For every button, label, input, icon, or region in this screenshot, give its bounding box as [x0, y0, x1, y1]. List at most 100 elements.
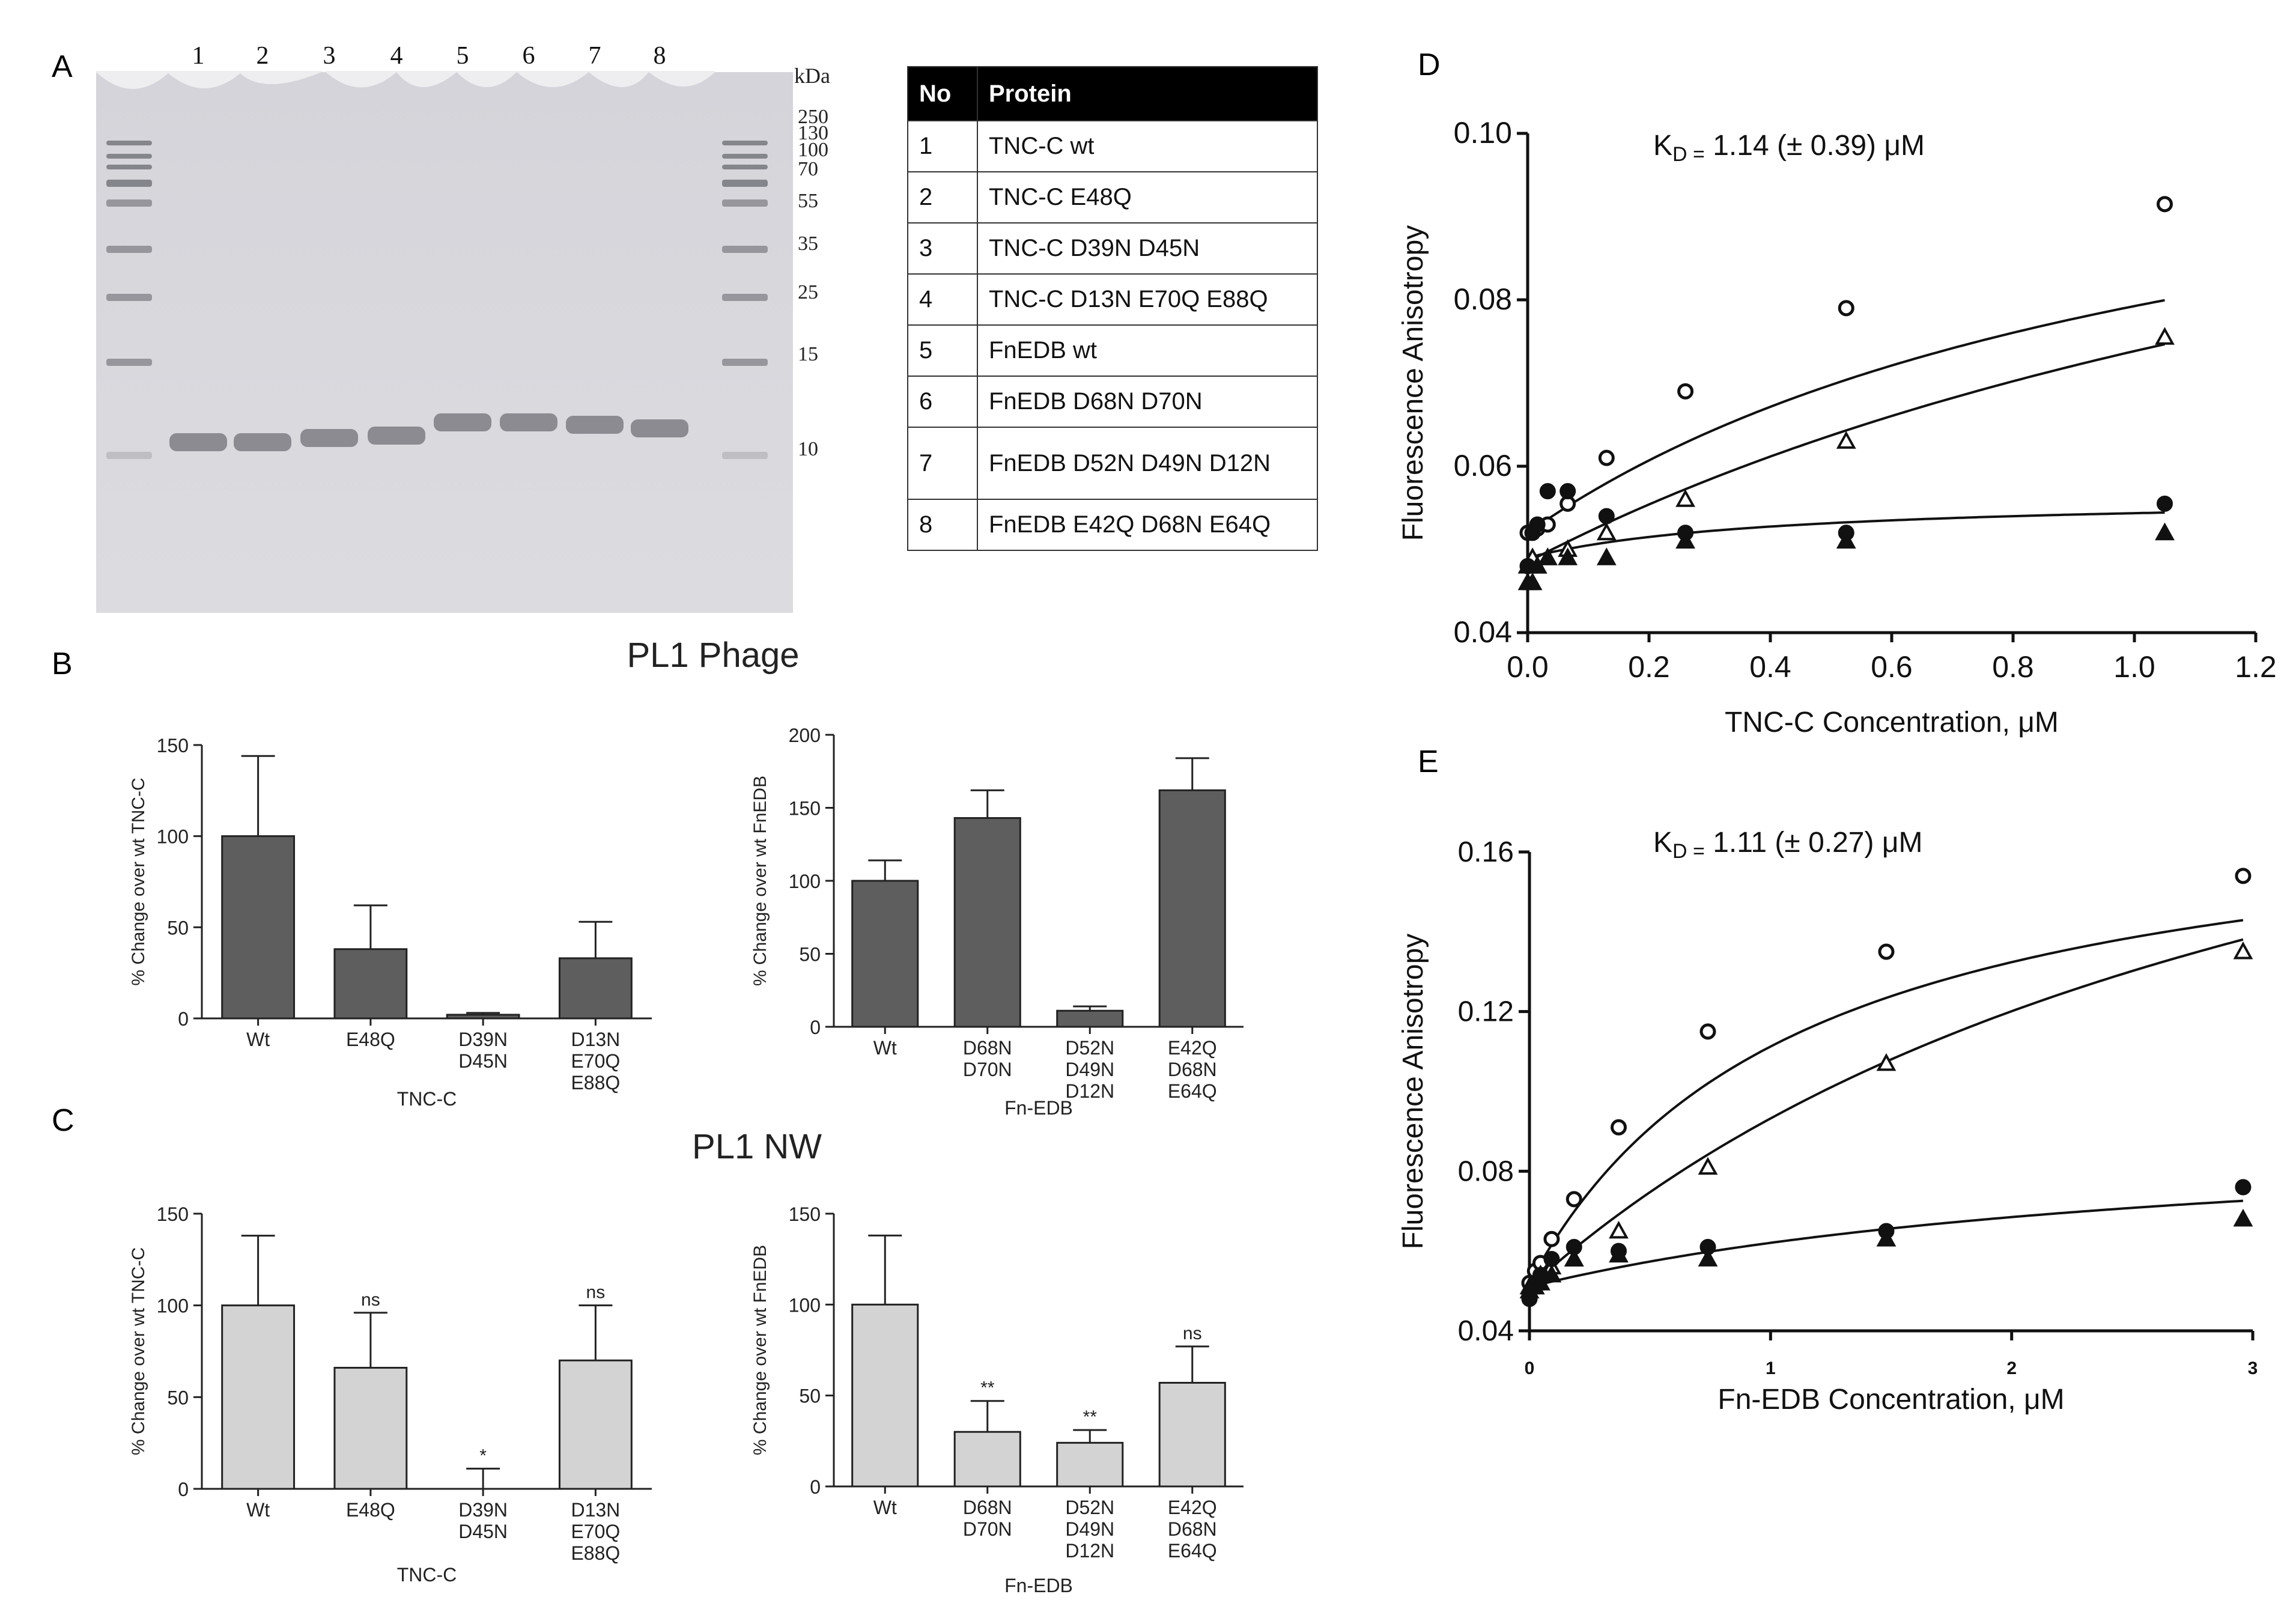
- category-label: Wt: [873, 1497, 897, 1518]
- data-point: [1699, 1023, 1716, 1040]
- row-no: 4: [907, 273, 978, 326]
- category-label: Wt: [246, 1499, 270, 1521]
- y-tick-label: 0.08: [1458, 1155, 1514, 1187]
- bar: [851, 880, 919, 1028]
- row-protein: TNC-C D13N E70Q E88Q: [977, 273, 1318, 326]
- row-protein: TNC-C D39N D45N: [977, 222, 1318, 275]
- ladder-mark-label: 130: [798, 122, 828, 144]
- row-no: 7: [907, 427, 978, 500]
- ladder-mark-label: 35: [798, 233, 818, 255]
- bar: [1158, 789, 1226, 1028]
- ladder-mark-label: 100: [798, 139, 828, 161]
- category-label: D52N: [1065, 1497, 1114, 1518]
- table-row: 1 TNC-C wt: [907, 120, 1318, 172]
- category-label: D49N: [1065, 1059, 1114, 1080]
- table-row: 8 FnEDB E42Q D68N E64Q: [907, 499, 1318, 551]
- bar: [558, 1359, 633, 1490]
- kd-annotation: KD = 1.14 (± 0.39) μM: [1653, 130, 1925, 166]
- ladder-band: [722, 180, 768, 187]
- significance-label: **: [1083, 1407, 1098, 1427]
- table-row: 6 FnEDB D68N D70N: [907, 376, 1318, 428]
- x-axis-label: TNC-C: [397, 1088, 457, 1110]
- ladder-band: [722, 294, 768, 301]
- y-tick-label: 150: [789, 1203, 821, 1225]
- category-label: D13N: [571, 1029, 620, 1050]
- data-point: [1878, 943, 1895, 960]
- ladder-band: [722, 165, 768, 169]
- ladder-band: [106, 294, 152, 301]
- y-tick-label: 100: [157, 826, 189, 848]
- ladder-band: [106, 199, 152, 207]
- data-point: [1537, 547, 1558, 565]
- fit-curve: [1528, 919, 2244, 1284]
- y-tick-label: 0: [810, 1476, 821, 1498]
- category-label: E48Q: [346, 1499, 395, 1521]
- ladder-band: [106, 141, 152, 145]
- ladder-band: [722, 154, 768, 159]
- y-tick-label: 0.06: [1454, 449, 1512, 482]
- data-point: [1596, 547, 1617, 565]
- kd-value: 1.14 (± 0.39) μM: [1705, 130, 1925, 162]
- ladder-band: [722, 199, 768, 207]
- lane-number: 8: [654, 42, 666, 70]
- category-label: E48Q: [346, 1029, 395, 1050]
- y-tick-label: 0.16: [1458, 836, 1514, 868]
- y-tick-label: 0.08: [1454, 282, 1512, 316]
- table-row: 7 FnEDB D52N D49N D12N: [907, 427, 1318, 500]
- y-tick-label: 100: [157, 1295, 189, 1317]
- protein-table: No Protein 1 TNC-C wt 2 TNC-C E48Q 3 TNC-C …: [907, 66, 1318, 551]
- lane-number: 2: [257, 42, 269, 70]
- data-point: [2157, 196, 2173, 213]
- row-protein: FnEDB D52N D49N D12N: [977, 427, 1318, 500]
- bar: [1056, 1441, 1124, 1488]
- protein-band: [566, 416, 624, 434]
- title-pl1-nw: PL1 NW: [692, 1127, 822, 1166]
- data-point: [1609, 1220, 1629, 1239]
- x-tick-label: 0: [1525, 1358, 1535, 1378]
- x-tick-label: 0.8: [1992, 650, 2034, 684]
- ladder-unit: kDa: [794, 64, 830, 88]
- category-label: D68N: [1168, 1059, 1217, 1080]
- data-point: [1609, 1244, 1629, 1263]
- sds-page-gel: [96, 71, 793, 613]
- category-label: E42Q: [1168, 1037, 1217, 1059]
- row-protein: FnEDB wt: [977, 324, 1318, 377]
- lane-number: 1: [192, 42, 205, 70]
- x-axis-label: TNC-C: [397, 1564, 457, 1586]
- y-tick-label: 0.04: [1458, 1315, 1514, 1347]
- bar: [446, 1014, 520, 1020]
- x-tick-label: 0.0: [1507, 650, 1549, 684]
- data-point: [1836, 431, 1856, 449]
- data-point: [1677, 383, 1694, 400]
- protein-table-header: No Protein: [907, 66, 1318, 121]
- chart-d-binding-tnc-c: 0.04 0.06 0.08 0.10 0.0 0.2 0.4 0.6 0.8 1.0 1.2 Flu…: [1397, 116, 2277, 738]
- data-point: [1522, 572, 1543, 591]
- row-no: 3: [907, 222, 978, 275]
- gel-wells: [96, 71, 715, 90]
- ladder-band: [722, 359, 768, 366]
- y-tick-label: 50: [167, 917, 189, 938]
- y-axis-label: % Change over wt FnEDB: [750, 776, 770, 986]
- lane-number: 4: [390, 42, 403, 70]
- bar: [221, 835, 296, 1020]
- ladder-band: [106, 452, 152, 459]
- data-point: [1675, 489, 1695, 507]
- y-tick-label: 0.12: [1458, 996, 1514, 1028]
- lane-number: 5: [457, 42, 469, 70]
- data-point: [1558, 547, 1578, 565]
- bar: [221, 1304, 296, 1490]
- row-protein: FnEDB E42Q D68N E64Q: [977, 499, 1318, 551]
- data-point: [1527, 556, 1547, 574]
- category-label: E70Q: [571, 1521, 620, 1542]
- fit-curve: [1527, 511, 2165, 559]
- ladder-mark-label: 25: [798, 281, 818, 303]
- y-tick-label: 50: [799, 944, 821, 966]
- ladder-band: [106, 180, 152, 187]
- x-tick-label: 2: [2006, 1358, 2017, 1378]
- row-no: 1: [907, 120, 978, 172]
- x-tick-label: 1.0: [2113, 650, 2155, 684]
- category-label: D13N: [571, 1499, 620, 1521]
- y-tick-label: 150: [157, 1203, 189, 1225]
